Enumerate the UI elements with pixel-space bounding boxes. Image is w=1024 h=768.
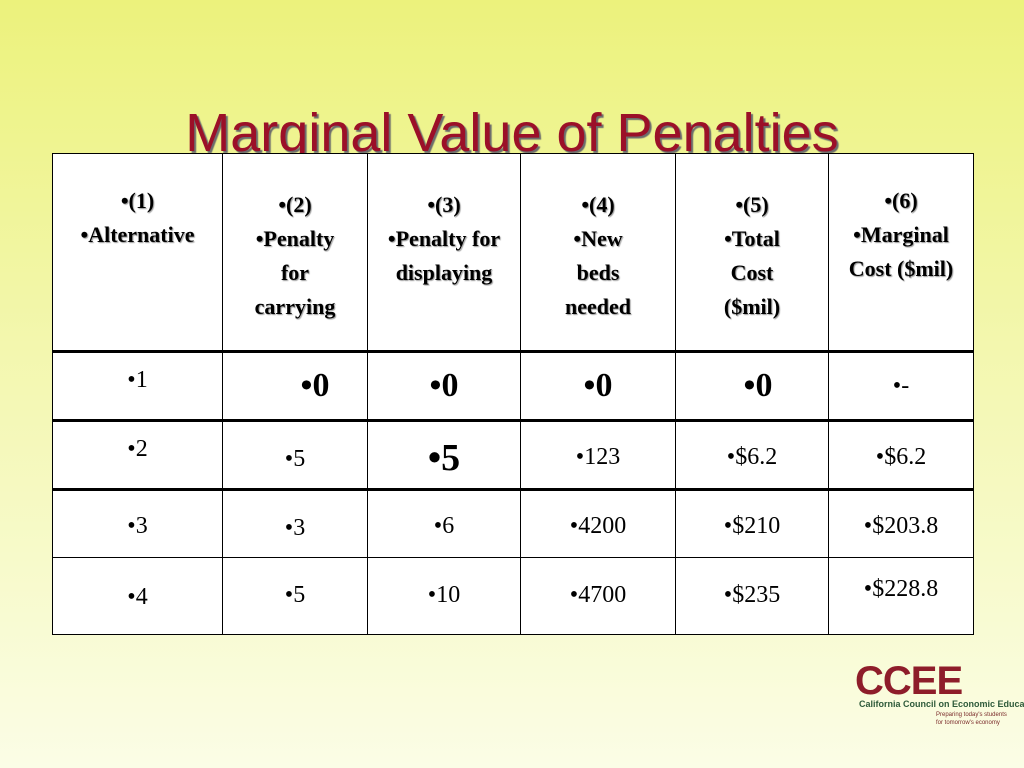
header-label: Total Cost ($mil) <box>676 222 828 324</box>
cell-penalty-displaying: 5 <box>368 436 520 480</box>
header-cell-penalty-displaying: (3) Penalty for displaying <box>367 153 521 353</box>
cell-penalty-carrying: 3 <box>223 515 367 542</box>
cell-total-cost: $235 <box>676 582 828 609</box>
table-row: 3 3 6 4200 $210 $203.8 <box>52 489 974 558</box>
header-cell-new-beds: (4) New beds needed <box>520 153 676 353</box>
cell-new-beds: 4200 <box>521 513 675 540</box>
cell-penalty-displaying: 6 <box>368 513 520 540</box>
logo-organization-name: California Council on Economic Education <box>859 699 1024 709</box>
cell-penalty-carrying: 5 <box>223 582 367 609</box>
table-row: 2 5 5 123 $6.2 $6.2 <box>52 420 974 491</box>
header-label: New beds needed <box>521 222 675 324</box>
cell-penalty-carrying: 5 <box>223 446 367 473</box>
cell-alternative: 3 <box>53 513 222 540</box>
logo-tagline-line-2: for tomorrow's economy <box>936 720 1000 726</box>
cell-total-cost: $6.2 <box>676 444 828 471</box>
table-row: 1 0 0 0 0 - <box>52 351 974 422</box>
cell-alternative: 4 <box>53 584 222 611</box>
header-num: (2) <box>223 188 367 222</box>
cell-new-beds: 4700 <box>521 582 675 609</box>
logo-tagline: Preparing today's students for tomorrow'… <box>936 711 1007 727</box>
header-label: Penalty for carrying <box>223 222 367 324</box>
header-num: (4) <box>521 188 675 222</box>
header-cell-total-cost: (5) Total Cost ($mil) <box>675 153 829 353</box>
header-cell-penalty-carrying: (2) Penalty for carrying <box>222 153 368 353</box>
logo-tagline-line-1: Preparing today's students <box>936 712 1007 718</box>
cell-new-beds: 123 <box>521 444 675 471</box>
cell-marginal-cost: $228.8 <box>829 576 973 603</box>
header-label: Marginal Cost ($mil) <box>829 218 973 286</box>
cell-marginal-cost: - <box>829 373 973 400</box>
cell-total-cost: $210 <box>676 513 828 540</box>
cell-total-cost: 0 <box>682 367 834 405</box>
header-num: (3) <box>368 188 520 222</box>
header-label: Alternative <box>53 218 222 252</box>
logo-mark: CCEE <box>855 659 963 703</box>
cell-alternative: 1 <box>53 367 222 394</box>
header-num: (6) <box>829 184 973 218</box>
ccee-logo: CCEE California Council on Economic Educ… <box>855 655 1024 730</box>
header-label: Penalty for displaying <box>368 222 520 290</box>
header-cell-marginal-cost: (6) Marginal Cost ($mil) <box>828 153 974 353</box>
cell-new-beds: 0 <box>521 367 675 405</box>
header-num: (5) <box>676 188 828 222</box>
cell-penalty-displaying: 10 <box>368 582 520 609</box>
cell-penalty-carrying: 0 <box>243 367 387 405</box>
header-cell-alternative: (1) Alternative <box>52 153 223 353</box>
header-num: (1) <box>53 184 222 218</box>
table-header-row: (1) Alternative (2) Penalty for carrying… <box>52 153 974 353</box>
cell-marginal-cost: $203.8 <box>829 513 973 540</box>
cell-penalty-displaying: 0 <box>368 367 520 405</box>
penalties-table: (1) Alternative (2) Penalty for carrying… <box>52 153 974 635</box>
cell-alternative: 2 <box>53 436 222 463</box>
cell-marginal-cost: $6.2 <box>829 444 973 471</box>
table-row: 4 5 10 4700 $235 $228.8 <box>52 557 974 635</box>
